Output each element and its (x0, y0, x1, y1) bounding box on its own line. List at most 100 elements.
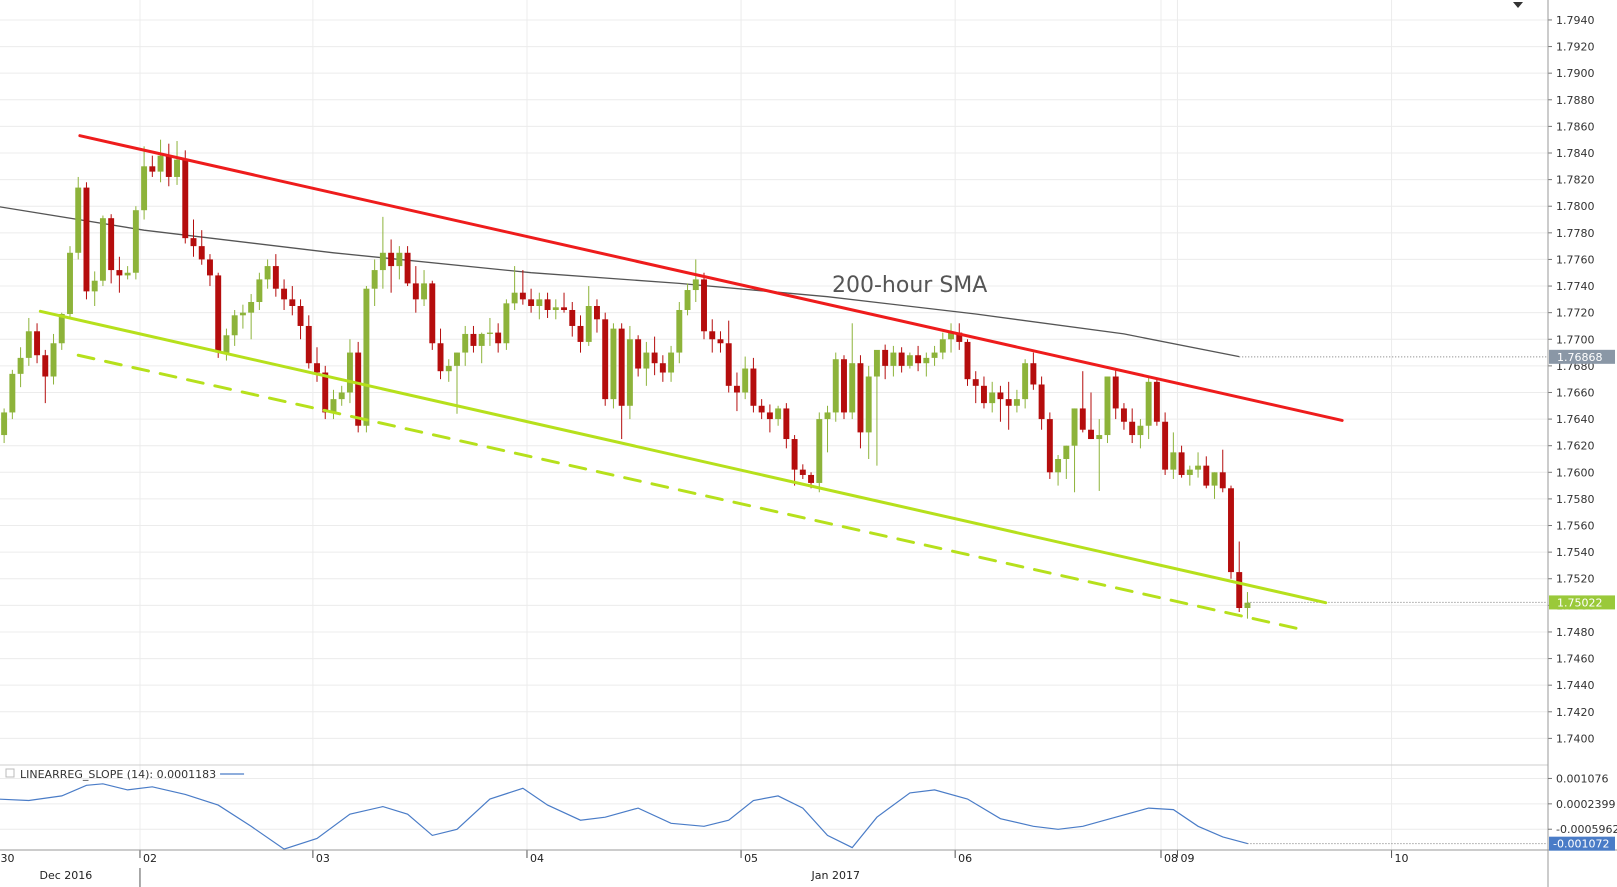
candles-layer (1, 139, 1251, 619)
candle-up (248, 302, 255, 313)
y-tick-label: 1.7700 (1556, 333, 1595, 346)
y-tick-label: 1.7780 (1556, 227, 1595, 240)
candle-up (824, 412, 831, 420)
candle-up (1211, 472, 1218, 486)
candle-down (997, 392, 1004, 400)
candle-down (470, 333, 477, 346)
candle-down (322, 372, 329, 413)
candle-up (338, 392, 345, 400)
candle-down (207, 259, 213, 276)
candle-up (948, 332, 954, 340)
candle-down (165, 155, 172, 177)
trendline-support (38, 309, 1328, 605)
candle-down (314, 363, 320, 373)
candle-down (1236, 572, 1243, 609)
candle-up (1195, 465, 1202, 470)
y-tick-label: 1.7420 (1556, 706, 1595, 719)
y-tick-label: 1.7440 (1556, 679, 1595, 692)
candle-down (857, 363, 864, 433)
month-label: Dec 2016 (39, 869, 92, 882)
candle-down (972, 379, 979, 386)
candle-down (198, 246, 205, 260)
candle-up (585, 306, 592, 342)
candle-up (536, 299, 543, 306)
candle-up (371, 270, 378, 289)
candle-down (1228, 488, 1234, 573)
candle-down (1203, 465, 1210, 486)
y-tick-label: 1.7720 (1556, 307, 1595, 320)
candle-down (412, 283, 419, 300)
y-tick-label: 1.7820 (1556, 174, 1595, 187)
candle-down (1162, 421, 1169, 470)
candle-down (1079, 408, 1086, 430)
month-label: Jan 2017 (811, 869, 860, 882)
indicator-line (0, 783, 1248, 850)
candle-down (1030, 363, 1037, 385)
candle-up (865, 376, 872, 433)
indicator-label: LINEARREG_SLOPE (14): 0.0001183 (20, 768, 216, 781)
x-tick-label: 30 (1, 852, 15, 865)
candle-down (577, 325, 584, 342)
candle-down (915, 355, 922, 364)
ind-tick-label: -0.0005962 (1556, 823, 1617, 836)
candle-up (25, 331, 32, 358)
candle-down (1005, 399, 1012, 406)
candle-up (816, 419, 823, 483)
ind-tick-label: 0.001076 (1556, 772, 1609, 785)
candle-down (149, 166, 156, 172)
y-tick-label: 1.7740 (1556, 280, 1595, 293)
candle-up (132, 210, 139, 273)
candle-up (239, 312, 246, 316)
candle-up (486, 332, 493, 334)
candle-up (124, 272, 131, 276)
candle-up (832, 359, 839, 413)
indicator-tag: -0.001072 (1553, 838, 1609, 851)
x-tick-label: 08 (1164, 852, 1178, 865)
candle-up (478, 333, 485, 346)
candle-up (454, 352, 460, 366)
candle-up (668, 352, 675, 373)
candle-down (108, 218, 115, 271)
y-tick-label: 1.7880 (1556, 94, 1595, 107)
candle-down (725, 343, 732, 386)
y-tick-label: 1.7560 (1556, 520, 1595, 533)
candle-down (1046, 419, 1053, 473)
y-tick-label: 1.7860 (1556, 120, 1595, 133)
candle-down (116, 270, 123, 276)
candle-up (939, 339, 946, 353)
candle-down (190, 238, 197, 247)
y-tick-label: 1.7460 (1556, 653, 1595, 666)
candle-down (305, 325, 312, 364)
sma-200-line (0, 206, 1240, 358)
candle-up (849, 363, 856, 413)
y-tick-label: 1.7540 (1556, 546, 1595, 559)
last-price-tag: 1.75022 (1557, 596, 1603, 609)
candle-up (692, 279, 699, 291)
y-tick-label: 1.7480 (1556, 626, 1595, 639)
candle-up (643, 352, 650, 369)
candle-up (421, 283, 428, 300)
x-tick-label: 03 (316, 852, 330, 865)
candle-up (462, 333, 469, 353)
candle-up (141, 166, 148, 211)
candle-down (1129, 421, 1136, 436)
candle-down (83, 187, 90, 292)
candle-up (58, 313, 65, 344)
candle-down (1088, 429, 1094, 440)
candle-up (445, 365, 452, 372)
candle-up (1104, 376, 1111, 436)
indicator-checkbox (5, 768, 15, 778)
indicator-tag-bg (1549, 836, 1615, 851)
x-tick-label: 09 (1180, 852, 1194, 865)
y-tick-label: 1.7580 (1556, 493, 1595, 506)
candle-down (495, 332, 502, 344)
x-tick-label: 10 (1395, 852, 1409, 865)
sma-annotation: 200-hour SMA (832, 273, 987, 298)
candle-up (1071, 408, 1078, 446)
y-tick-label: 1.7640 (1556, 413, 1595, 426)
candle-down (388, 252, 395, 267)
